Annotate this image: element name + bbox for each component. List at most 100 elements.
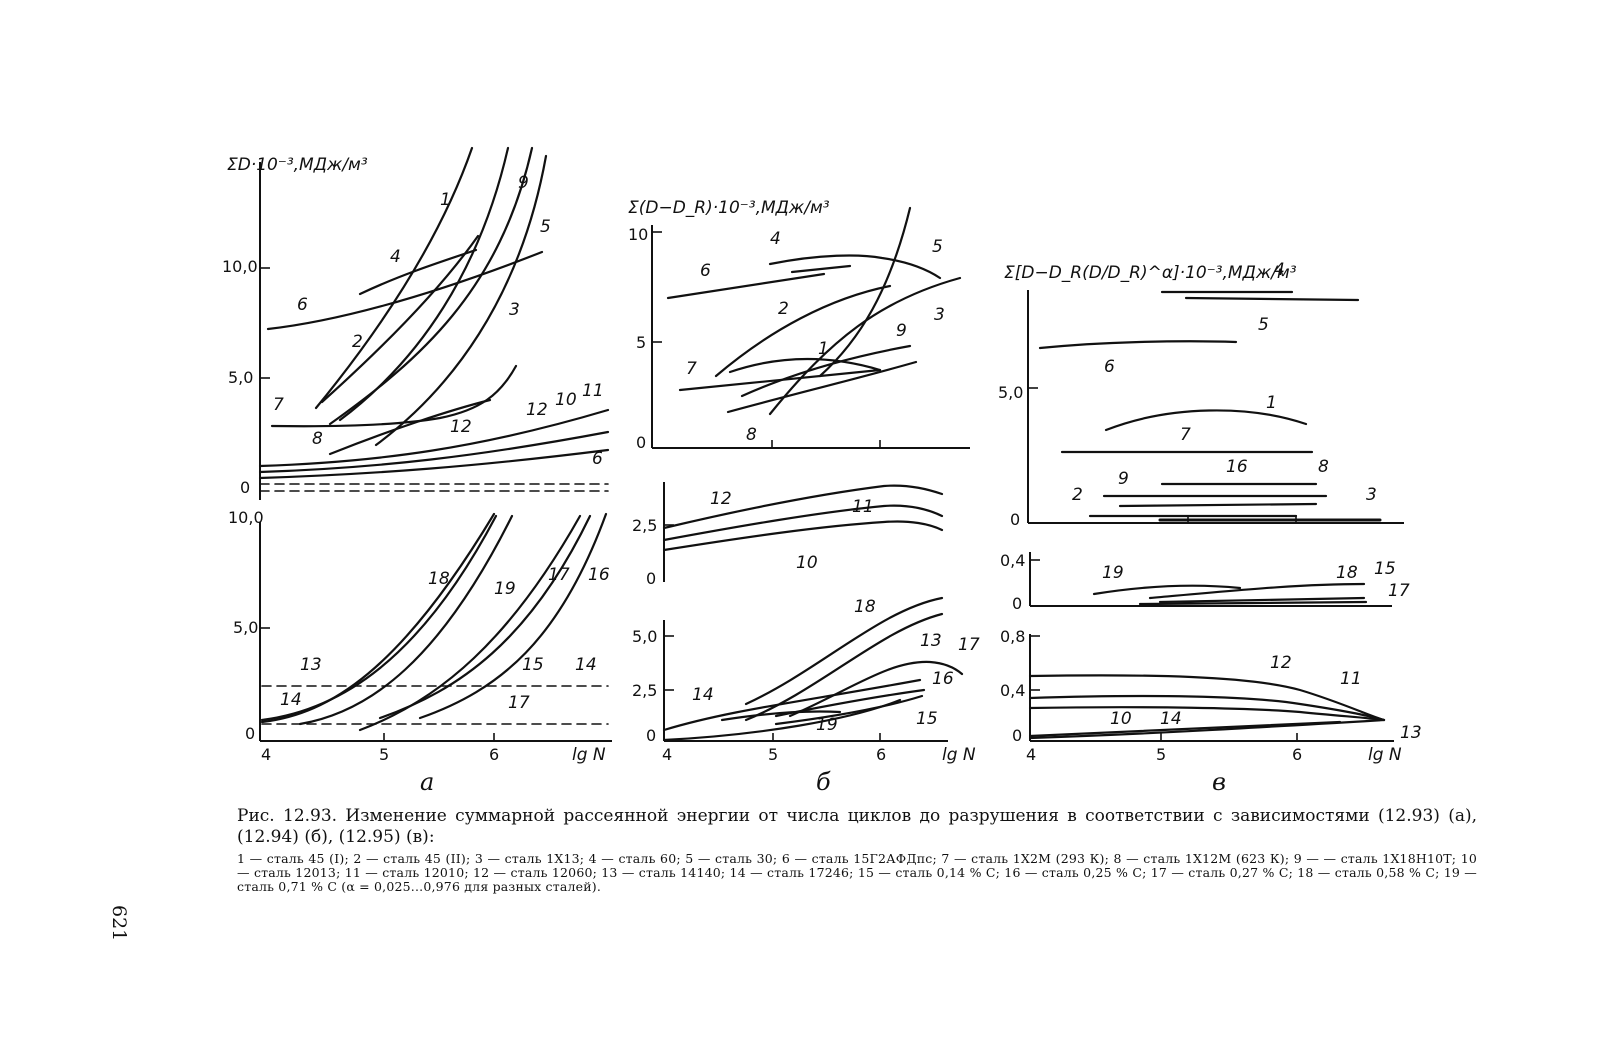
curve-label-10: 10 — [1110, 709, 1132, 729]
curve-label-1: 1 — [440, 190, 451, 210]
curve-label-19: 19 — [816, 715, 838, 735]
c-curve-19 — [1092, 584, 1242, 596]
b-curve-4 — [768, 254, 942, 280]
curve-label-3: 3 — [509, 300, 520, 320]
curve-label-8: 8 — [1318, 457, 1329, 477]
panel-a-ytick-top-0: 10,0 — [222, 257, 258, 276]
c-curve-17 — [1138, 600, 1368, 606]
panel-b-ytick-mid-0: 2,5 — [632, 516, 657, 535]
a-curve-15 — [378, 514, 592, 720]
panel-b-xtick-1: 5 — [768, 745, 778, 764]
curve-label-5: 5 — [932, 237, 943, 257]
c-curve-8 — [1118, 502, 1318, 508]
panel-a-xtick-2: 6 — [489, 745, 499, 764]
panel-c-ytick-bottom-1: 0,4 — [1000, 681, 1025, 700]
a-curve-2 — [320, 234, 480, 404]
a-curve-8 — [328, 398, 492, 456]
curve-label-3: 3 — [934, 305, 945, 325]
c-curve-12 — [1028, 674, 1386, 722]
b-curve-zero — [662, 698, 902, 742]
a-curve-1 — [314, 146, 474, 410]
panel-c-xlabel: lg N — [1368, 745, 1402, 765]
b-curve-15 — [774, 694, 924, 726]
curve-label-11: 11 — [852, 497, 874, 517]
a-curve-6 — [266, 250, 544, 331]
a-curve-7 — [270, 364, 518, 428]
panel-c-label: в — [1212, 768, 1226, 796]
curve-label-16: 16 — [588, 565, 610, 585]
panel-b-ytick-bottom-1: 2,5 — [632, 681, 657, 700]
curve-label-16: 16 — [1226, 457, 1248, 477]
curve-label-14: 14 — [1160, 709, 1182, 729]
curve-label-7: 7 — [273, 395, 284, 415]
panel-b-ytick-mid-1: 0 — [646, 569, 656, 588]
c-curve-6 — [1038, 340, 1238, 350]
b-curve-4b — [790, 264, 852, 274]
curve-label-19: 19 — [1102, 563, 1124, 583]
panel-a-ylabel: ΣD·10⁻³,МДж/м³ — [227, 155, 368, 175]
panel-a-label: a — [420, 768, 434, 796]
c-curve-18 — [1148, 582, 1366, 600]
curve-label-2: 2 — [352, 332, 363, 352]
curve-label-14: 14 — [575, 655, 597, 675]
panel-b-ytick-bottom-2: 0 — [646, 726, 656, 745]
b-curve-2 — [714, 284, 892, 378]
curve-label-6: 6 — [700, 261, 711, 281]
a-curve-11 — [258, 430, 610, 474]
caption-title: Рис. 12.93. Изменение суммарной рассеянн… — [237, 806, 1477, 847]
curve-label-6: 6 — [297, 295, 308, 315]
curve-label-15: 15 — [1374, 559, 1396, 579]
b-curve-9 — [740, 344, 912, 398]
panel-c-ytick-top-0: 5,0 — [998, 383, 1023, 402]
curve-label-7: 7 — [686, 359, 697, 379]
panel-a-ytick-bottom-0: 10,0 — [228, 508, 264, 527]
a-curve-17c — [358, 514, 582, 732]
curve-label-12: 12 — [450, 417, 472, 437]
curve-label-2: 2 — [1072, 485, 1083, 505]
a-curve-13 — [260, 514, 498, 722]
b-curve-14 — [662, 678, 922, 732]
a-curve-18 — [260, 512, 496, 724]
b-curve-3 — [768, 276, 962, 416]
curve-label-14: 14 — [692, 685, 714, 705]
curve-label-17: 17 — [1388, 581, 1410, 601]
panel-b-ytick-top-1: 5 — [636, 333, 646, 352]
curve-label-3: 3 — [1366, 485, 1377, 505]
curve-label-13: 13 — [920, 631, 942, 651]
curve-label-4: 4 — [390, 247, 401, 267]
c-curve-1 — [1104, 409, 1308, 432]
curve-label-10: 10 — [555, 390, 577, 410]
curve-label-1: 1 — [818, 339, 829, 359]
b-curve-6 — [666, 272, 826, 300]
b-curve-13 — [744, 612, 944, 722]
page-number: 621 — [108, 905, 130, 942]
curve-label-12: 12 — [1270, 653, 1292, 673]
c-curve-15 — [1158, 596, 1366, 604]
a-curve-10 — [258, 408, 610, 468]
panel-a: ΣD·10⁻³,МДж/м³ 10,0 5,0 0 10,0 5,0 0 4 5… — [222, 146, 612, 796]
curve-label-12: 12 — [526, 400, 548, 420]
panel-a-xlabel: lg N — [572, 745, 606, 765]
curve-label-7: 7 — [1180, 425, 1191, 445]
b-curve-18 — [744, 596, 944, 706]
curve-label-5: 5 — [1258, 315, 1269, 335]
curve-label-16: 16 — [932, 669, 954, 689]
a-curve-4 — [358, 248, 478, 296]
a-curve-19 — [298, 514, 514, 726]
panel-c-xtick-2: 6 — [1292, 745, 1302, 764]
curve-label-1: 1 — [1266, 393, 1277, 413]
b-curve-12 — [662, 484, 944, 530]
panel-c-ytick-top-1: 0 — [1010, 510, 1020, 529]
panel-c-curve-labels: 4 5 6 1 7 16 8 9 2 3 19 18 15 17 12 11 1… — [1072, 260, 1422, 743]
curve-label-5: 5 — [540, 217, 551, 237]
panel-c-ytick-mid-1: 0 — [1012, 594, 1022, 613]
curve-label-17: 17 — [958, 635, 980, 655]
panel-a-ytick-top-1: 5,0 — [228, 368, 253, 387]
curve-label-17: 17 — [508, 693, 530, 713]
figure-12-93: ΣD·10⁻³,МДж/м³ 10,0 5,0 0 10,0 5,0 0 4 5… — [222, 146, 1422, 796]
curve-label-14: 14 — [280, 690, 302, 710]
curve-label-4: 4 — [770, 229, 781, 249]
panel-c-ytick-bottom-0: 0,8 — [1000, 627, 1025, 646]
curve-label-13: 13 — [1400, 723, 1422, 743]
